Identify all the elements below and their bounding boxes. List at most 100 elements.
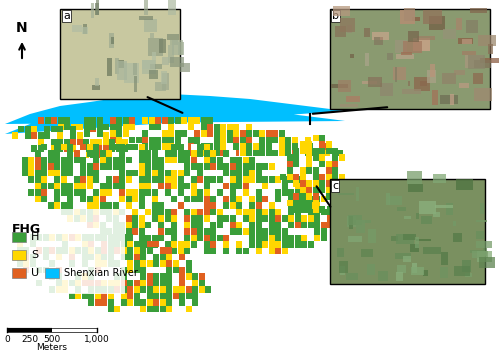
Bar <box>158 163 164 170</box>
Bar <box>153 280 159 286</box>
Bar <box>93 196 99 202</box>
Bar <box>477 251 492 262</box>
Bar <box>288 183 294 189</box>
Bar <box>319 135 325 141</box>
Bar <box>41 176 47 183</box>
Bar <box>204 215 210 222</box>
Bar <box>416 239 430 241</box>
Bar <box>139 16 153 20</box>
Bar <box>326 200 332 206</box>
Bar <box>119 163 125 170</box>
Bar <box>204 196 210 202</box>
Bar <box>340 104 358 107</box>
Bar <box>120 299 126 306</box>
Bar <box>75 286 81 292</box>
Bar <box>337 247 344 257</box>
Bar <box>158 170 164 176</box>
Bar <box>54 176 60 183</box>
Bar <box>86 222 92 228</box>
Bar <box>314 222 320 228</box>
Bar <box>268 228 274 234</box>
Bar <box>152 176 158 183</box>
Bar <box>24 126 30 132</box>
Bar <box>190 150 196 156</box>
Bar <box>197 189 203 195</box>
Bar <box>138 202 144 209</box>
Bar <box>285 137 291 143</box>
Bar <box>204 241 210 247</box>
Bar <box>192 273 198 280</box>
Bar <box>58 117 64 124</box>
Bar <box>294 176 300 183</box>
Bar <box>77 124 83 130</box>
Bar <box>210 228 216 234</box>
Bar <box>294 222 300 228</box>
Bar <box>132 189 138 195</box>
Bar <box>332 161 338 167</box>
Bar <box>140 273 146 280</box>
Bar <box>110 117 116 124</box>
Bar <box>207 150 213 156</box>
Bar <box>127 267 133 273</box>
Text: S: S <box>31 250 38 260</box>
Bar <box>148 117 154 124</box>
Bar <box>166 273 172 280</box>
Bar <box>100 222 105 228</box>
Bar <box>68 260 74 267</box>
Bar <box>294 228 300 234</box>
Bar <box>179 273 185 280</box>
Bar <box>80 157 86 163</box>
Bar <box>23 254 29 260</box>
Bar <box>282 215 288 222</box>
Bar <box>12 232 26 242</box>
Bar <box>145 189 151 195</box>
Bar <box>56 247 62 253</box>
Bar <box>110 124 116 130</box>
Bar <box>60 183 66 189</box>
Bar <box>200 143 206 149</box>
Bar <box>101 280 107 286</box>
Bar <box>88 273 94 280</box>
Bar <box>48 157 54 163</box>
Bar <box>197 215 203 222</box>
Bar <box>178 157 184 163</box>
Bar <box>327 209 333 215</box>
Bar <box>64 139 70 145</box>
Bar <box>145 170 151 176</box>
Bar <box>256 222 262 228</box>
Bar <box>397 207 406 211</box>
Bar <box>332 193 338 200</box>
Bar <box>197 144 203 150</box>
Bar <box>168 124 174 130</box>
Bar <box>138 150 144 156</box>
Bar <box>138 176 144 183</box>
Bar <box>145 157 151 163</box>
Bar <box>294 235 300 241</box>
Bar <box>372 32 388 40</box>
Bar <box>122 145 128 152</box>
Bar <box>158 215 164 222</box>
Bar <box>140 254 146 260</box>
Bar <box>44 117 51 124</box>
Bar <box>76 139 82 145</box>
Bar <box>120 273 126 280</box>
Bar <box>146 299 152 306</box>
Bar <box>190 228 196 234</box>
Bar <box>282 183 288 189</box>
Bar <box>28 189 34 195</box>
Bar <box>256 248 262 254</box>
Bar <box>57 139 63 145</box>
Bar <box>246 137 252 143</box>
Bar <box>86 209 92 215</box>
Bar <box>126 202 132 209</box>
Bar <box>304 143 310 149</box>
Bar <box>62 280 68 286</box>
Bar <box>145 209 151 215</box>
Bar <box>166 280 172 286</box>
Bar <box>337 150 343 156</box>
Bar <box>119 235 125 241</box>
Bar <box>223 170 229 176</box>
Bar <box>380 83 393 96</box>
Bar <box>466 20 478 34</box>
Bar <box>62 234 68 240</box>
